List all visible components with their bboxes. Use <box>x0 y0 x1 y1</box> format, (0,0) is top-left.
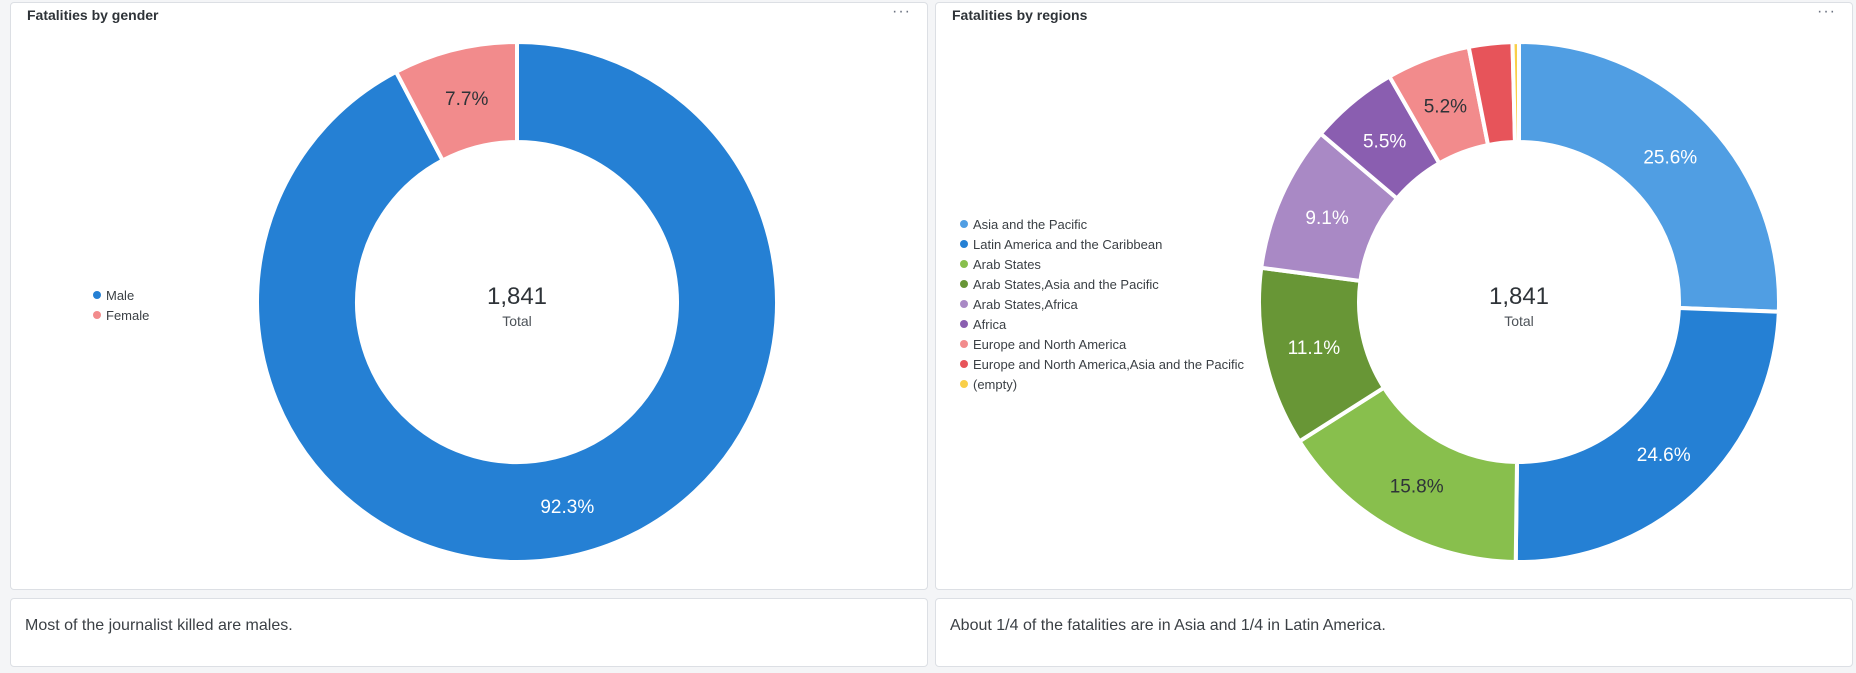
slice-label: 15.8% <box>1390 476 1444 497</box>
donut-chart: 92.3% 7.7% 1,841 Total <box>255 40 779 564</box>
regions-note-card: About 1/4 of the fatalities are in Asia … <box>935 598 1853 667</box>
legend-dot-icon <box>93 291 101 299</box>
legend-label: Latin America and the Caribbean <box>973 236 1163 252</box>
center-total-label: Total <box>502 313 532 329</box>
legend-label: Male <box>106 287 135 303</box>
slice-label: 5.2% <box>1424 96 1467 117</box>
slice-label: 11.1% <box>1288 338 1341 359</box>
legend-dot-icon <box>960 360 968 368</box>
legend-item-europe-and-north-america[interactable]: Europe and North America <box>960 334 1244 354</box>
legend-dot-icon <box>960 380 968 388</box>
slice-female[interactable] <box>394 40 519 163</box>
chart-legend: Male Female <box>93 285 149 325</box>
legend-dot-icon <box>960 320 968 328</box>
card-title: Fatalities by gender <box>27 7 159 23</box>
slice-label: 24.6% <box>1637 445 1691 466</box>
slice-label: 9.1% <box>1305 208 1348 229</box>
legend-dot-icon <box>960 240 968 248</box>
slice-label: 7.7% <box>445 89 488 110</box>
legend-item-africa[interactable]: Africa <box>960 314 1244 334</box>
slice-latin-america-and-the-caribbean[interactable] <box>1513 306 1781 564</box>
gender-note-card: Most of the journalist killed are males. <box>10 598 928 667</box>
gender-chart-card: Fatalities by gender ··· Male Female 92.3… <box>10 2 928 590</box>
legend-item-empty[interactable]: (empty) <box>960 374 1244 394</box>
legend-dot-icon <box>960 280 968 288</box>
chart-legend: Asia and the Pacific Latin America and th… <box>960 214 1244 394</box>
slice-label: 92.3% <box>540 497 594 518</box>
more-options-icon[interactable]: ··· <box>892 3 911 20</box>
slice-label: 25.6% <box>1643 147 1697 168</box>
note-text: About 1/4 of the fatalities are in Asia … <box>950 617 1386 634</box>
legend-label: Africa <box>973 316 1007 332</box>
legend-dot-icon <box>93 311 101 319</box>
legend-item-europe-and-north-america-asia-and-the-pacific[interactable]: Europe and North America,Asia and the Pa… <box>960 354 1244 374</box>
legend-label: Arab States,Africa <box>973 296 1078 312</box>
slice-male[interactable] <box>255 40 779 564</box>
legend-dot-icon <box>960 340 968 348</box>
note-text: Most of the journalist killed are males. <box>25 617 293 634</box>
legend-item-arab-states-africa[interactable]: Arab States,Africa <box>960 294 1244 314</box>
center-total-label: Total <box>1504 313 1534 329</box>
legend-label: Arab States <box>973 256 1041 272</box>
slice-label: 5.5% <box>1363 132 1406 153</box>
legend-label: Female <box>106 307 150 323</box>
more-options-icon[interactable]: ··· <box>1817 3 1836 20</box>
legend-label: Europe and North America <box>973 336 1127 352</box>
legend-dot-icon <box>960 300 968 308</box>
slice-empty[interactable] <box>1510 40 1521 145</box>
legend-dot-icon <box>960 260 968 268</box>
center-total-value: 1,841 <box>487 283 547 310</box>
legend-label: Europe and North America,Asia and the Pa… <box>973 356 1244 372</box>
legend-label: (empty) <box>973 376 1018 392</box>
legend-label: Arab States,Asia and the Pacific <box>973 276 1159 292</box>
legend-item-male[interactable]: Male <box>93 285 149 305</box>
legend-item-arab-states[interactable]: Arab States <box>960 254 1244 274</box>
legend-item-arab-states-asia-and-the-pacific[interactable]: Arab States,Asia and the Pacific <box>960 274 1244 294</box>
regions-chart-card: Fatalities by regions ··· Asia and the P… <box>935 2 1853 590</box>
card-title: Fatalities by regions <box>952 7 1088 23</box>
center-total-value: 1,841 <box>1489 283 1549 310</box>
legend-item-asia-and-the-pacific[interactable]: Asia and the Pacific <box>960 214 1244 234</box>
legend-item-female[interactable]: Female <box>93 305 149 325</box>
legend-item-latin-america-and-the-caribbean[interactable]: Latin America and the Caribbean <box>960 234 1244 254</box>
slice-asia-and-the-pacific[interactable] <box>1517 40 1781 314</box>
legend-label: Asia and the Pacific <box>973 216 1088 232</box>
donut-chart: 25.6% 24.6% 15.8% 11.1% 9.1% 5.5% 5.2% 1,841 Tot… <box>1257 40 1781 564</box>
legend-dot-icon <box>960 220 968 228</box>
